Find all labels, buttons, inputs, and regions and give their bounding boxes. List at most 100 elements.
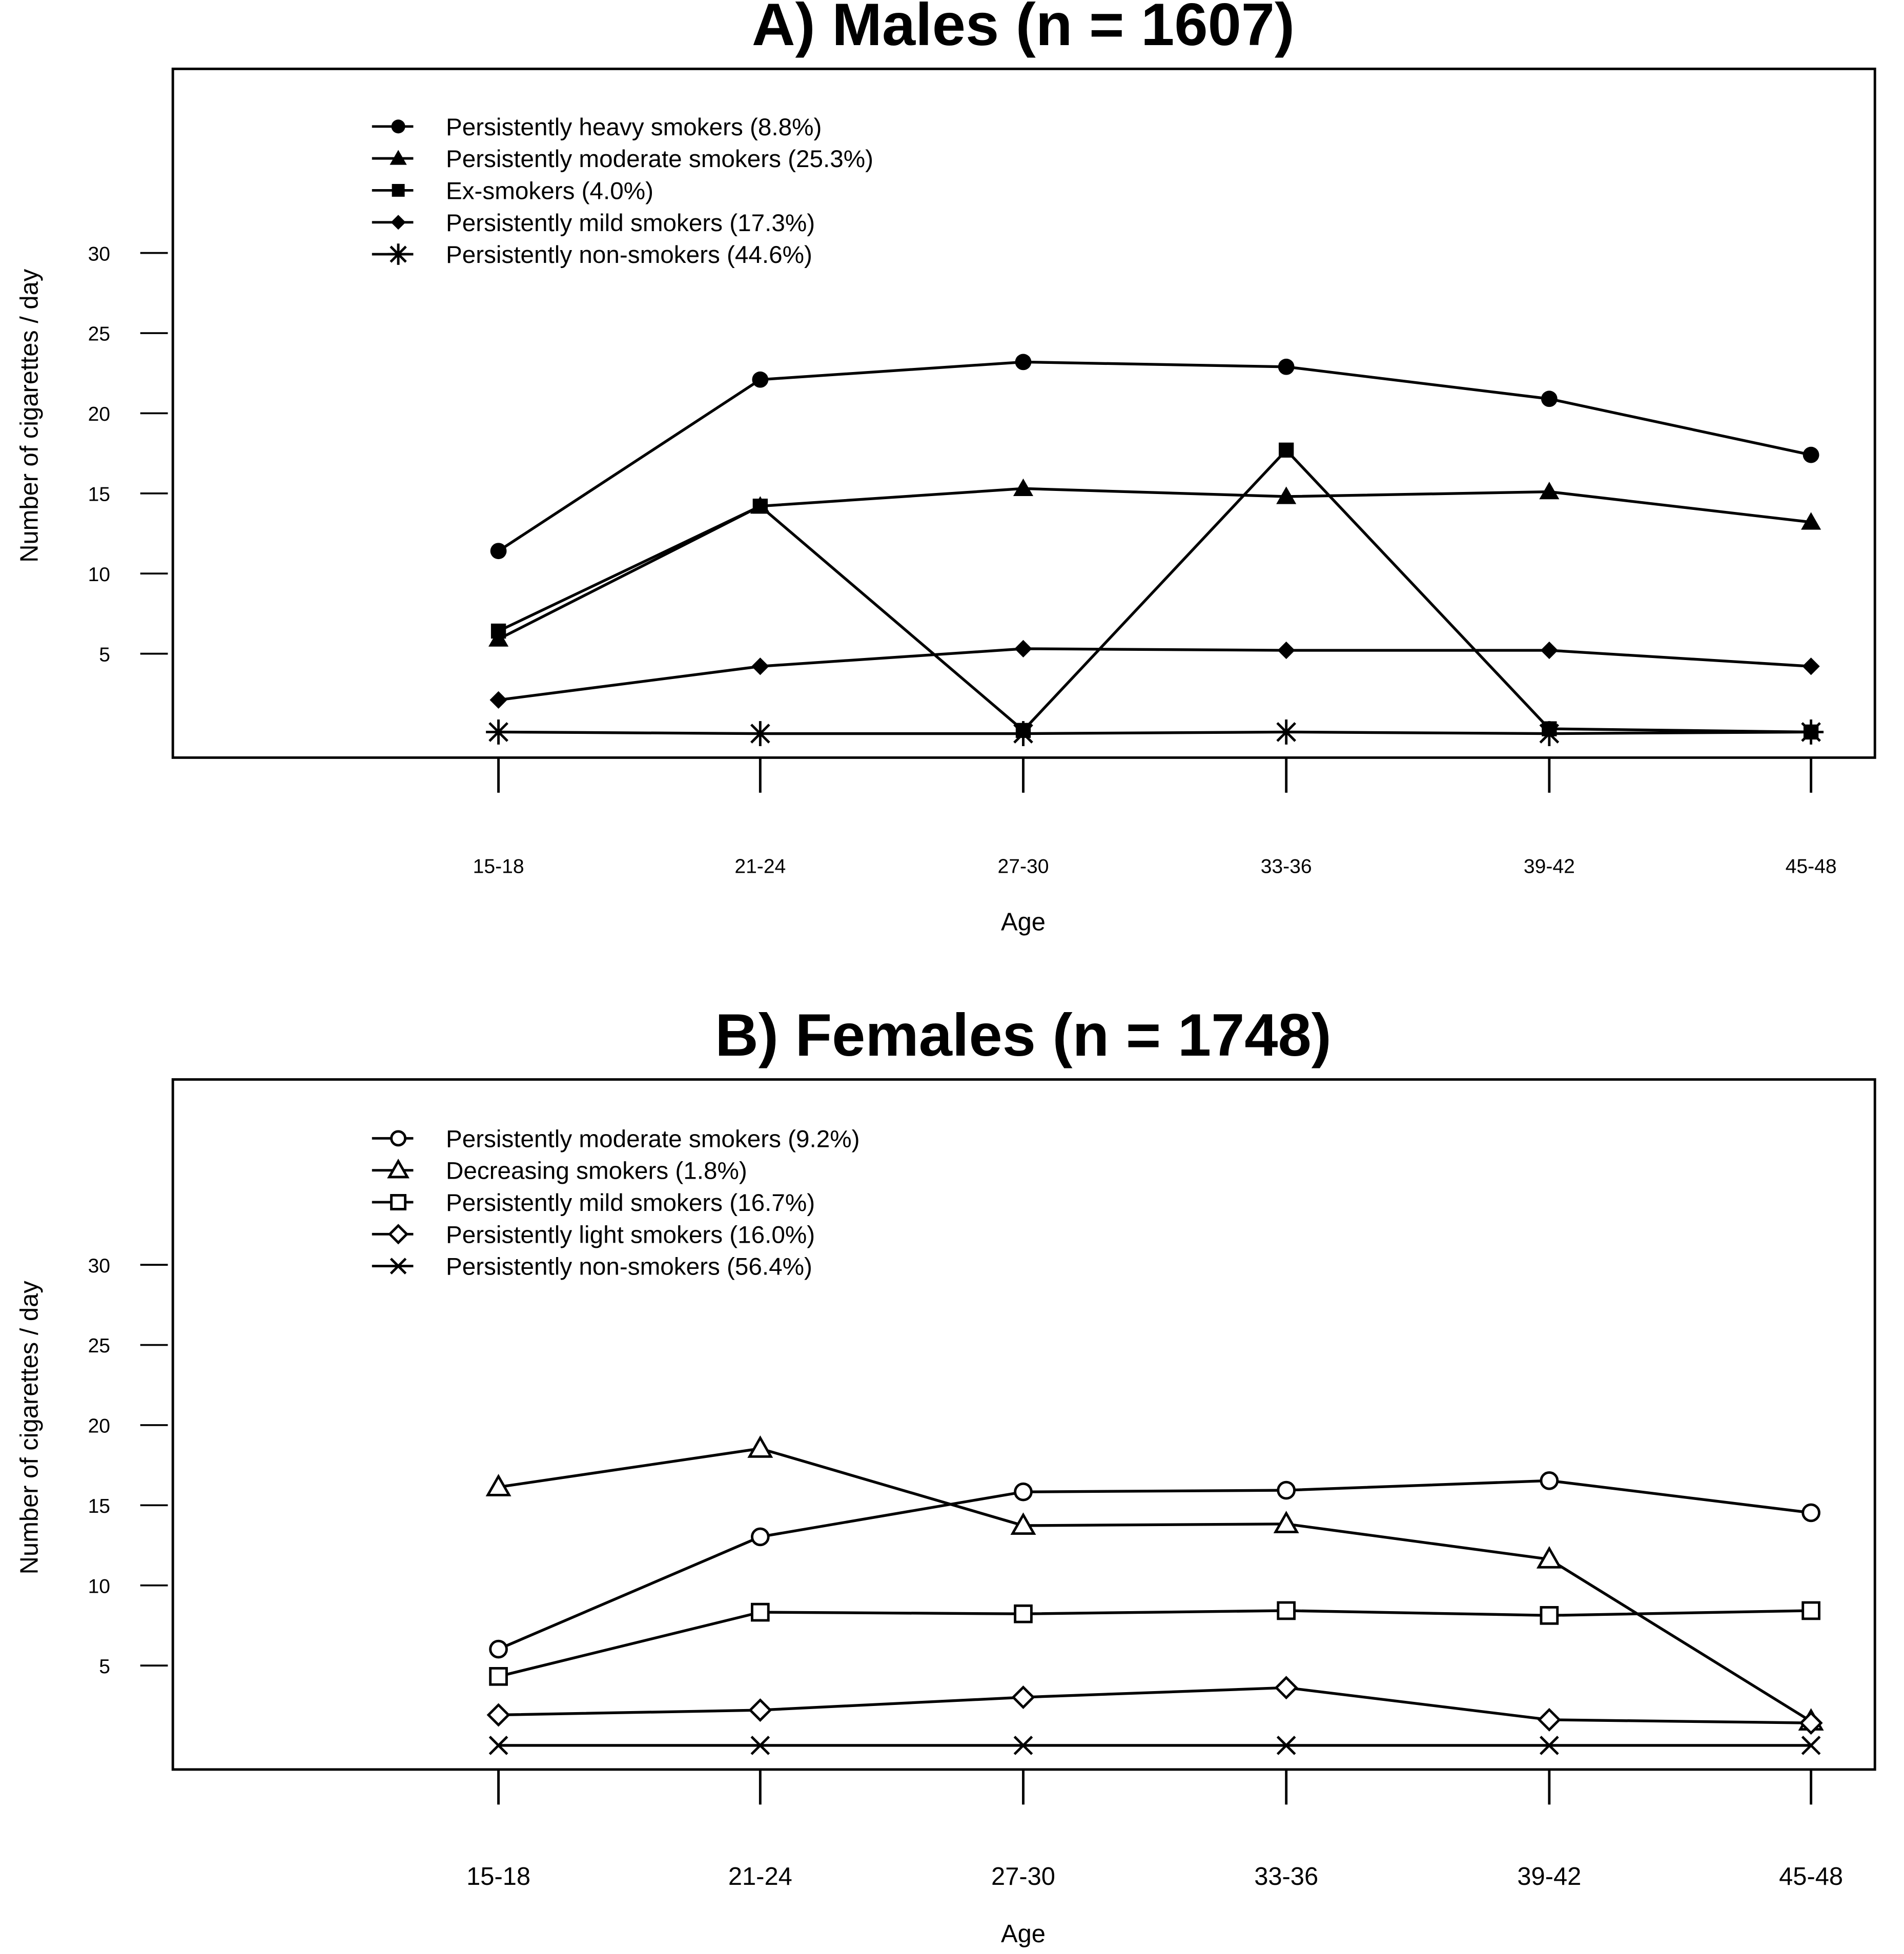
series-line: [498, 448, 1811, 734]
data-point: [486, 719, 511, 745]
plot-frame: [171, 1078, 1876, 1771]
data-point: [1011, 1685, 1035, 1710]
x-tick-label: 15-18: [466, 1863, 530, 1890]
y-axis-label: Number of cigarettes / day: [15, 1281, 43, 1575]
data-point: [1803, 446, 1819, 463]
legend-item: Persistently non-smokers (44.6%): [372, 241, 812, 269]
data-point: [1011, 721, 1036, 746]
data-point: [1801, 1503, 1820, 1523]
data-point: [1539, 482, 1560, 500]
series-2: [485, 1435, 1824, 1731]
data-point: [1273, 1511, 1299, 1533]
series-3: [489, 1601, 1820, 1686]
legend-item: Persistently moderate smokers (25.3%): [372, 146, 873, 173]
chart-panel-females: B) Females (n = 1748) 5 10 15 20 25 30 Number o…: [15, 1001, 1876, 1948]
legend-label: Persistently heavy smokers (8.8%): [446, 114, 822, 141]
legend: Persistently moderate smokers (9.2%) Decr…: [372, 1125, 859, 1281]
legend-item: Persistently heavy smokers (8.8%): [372, 114, 822, 141]
legend-marker: [391, 119, 405, 134]
y-tick-label: 20: [88, 403, 110, 425]
x-tick-label: 39-42: [1517, 1863, 1581, 1890]
x-axis-label: Age: [1001, 909, 1046, 936]
data-point: [1014, 1482, 1033, 1502]
legend-item: Decreasing smokers (1.8%): [372, 1158, 747, 1185]
y-tick-label: 15: [88, 483, 110, 505]
data-point: [1801, 1601, 1820, 1620]
series-line: [498, 1479, 1811, 1651]
series-line: [498, 647, 1811, 702]
data-point: [1279, 442, 1294, 458]
legend-marker: [387, 243, 409, 265]
series-line: [498, 1447, 1812, 1723]
y-tick-label: 10: [88, 1575, 110, 1597]
series-line: [498, 1686, 1811, 1724]
x-tick-label: 33-36: [1261, 855, 1312, 877]
legend-marker: [390, 1258, 407, 1274]
y-tick-label: 5: [99, 644, 110, 666]
data-point: [752, 499, 768, 514]
x-tick-label: 45-48: [1786, 855, 1837, 877]
x-stroke: [750, 1736, 770, 1755]
legend-label: Persistently light smokers (16.0%): [446, 1221, 815, 1248]
x-tick-label: 21-24: [728, 1863, 792, 1890]
data-point: [1540, 1736, 1559, 1755]
y-axis-label: Number of cigarettes / day: [15, 269, 43, 563]
legend-marker: [392, 183, 405, 197]
series-1: [489, 1471, 1820, 1659]
data-point: [750, 1602, 770, 1622]
data-point: [489, 1667, 508, 1686]
data-point: [490, 543, 507, 560]
x-stroke: [1540, 1736, 1559, 1755]
data-point: [1798, 719, 1824, 745]
series-3: [490, 442, 1819, 740]
data-point: [1541, 390, 1558, 407]
legend-marker: [390, 1130, 407, 1147]
series-2: [488, 478, 1821, 647]
series-line: [498, 360, 1812, 552]
x-tick-label: 33-36: [1254, 1863, 1318, 1890]
data-point: [1799, 1711, 1823, 1735]
data-point: [1276, 1736, 1296, 1755]
y-tick-label: 25: [88, 323, 110, 345]
legend-label: Persistently non-smokers (56.4%): [446, 1253, 812, 1281]
legend-item: Persistently non-smokers (56.4%): [372, 1253, 812, 1281]
chart-panel-males: A) Males (n = 1607) 5 10 15 20 25 30 Number of …: [15, 0, 1876, 936]
data-point: [488, 1736, 508, 1755]
legend-label: Persistently mild smokers (17.3%): [446, 210, 815, 237]
data-point: [490, 623, 506, 639]
series-5: [486, 719, 1824, 746]
data-point: [1537, 721, 1562, 746]
series-4: [486, 1676, 1823, 1735]
legend-item: Persistently mild smokers (17.3%): [372, 210, 815, 237]
x-stroke: [390, 1258, 407, 1274]
data-point: [489, 1639, 508, 1659]
x-tick-label: 27-30: [998, 855, 1049, 877]
legend: Persistently heavy smokers (8.8%) Persist…: [372, 114, 873, 269]
data-point: [748, 1698, 772, 1722]
x-stroke: [1013, 1736, 1033, 1755]
legend-item: Ex-smokers (4.0%): [372, 178, 653, 205]
data-point: [1801, 1736, 1821, 1755]
chart-title: B) Females (n = 1748): [715, 1001, 1332, 1068]
legend-item: Persistently mild smokers (16.7%): [372, 1189, 815, 1217]
data-point: [489, 691, 507, 709]
x-stroke: [1801, 1736, 1821, 1755]
data-point: [1277, 1601, 1296, 1620]
y-tick-label: 20: [88, 1415, 110, 1437]
data-point: [1540, 1471, 1559, 1490]
data-point: [1014, 1604, 1033, 1623]
y-tick-label: 5: [99, 1656, 110, 1678]
data-point: [1278, 358, 1295, 375]
data-point: [485, 1474, 511, 1496]
x-axis-label: Age: [1001, 1920, 1046, 1948]
chart-title: A) Males (n = 1607): [752, 0, 1295, 58]
series-line: [498, 487, 1811, 641]
series-1: [490, 354, 1819, 560]
data-point: [1536, 1546, 1562, 1569]
chart-root: A) Males (n = 1607) 5 10 15 20 25 30 Number of …: [15, 0, 1876, 1948]
legend-marker: [387, 1159, 410, 1179]
data-point: [1540, 1606, 1559, 1625]
data-point: [750, 1527, 770, 1547]
